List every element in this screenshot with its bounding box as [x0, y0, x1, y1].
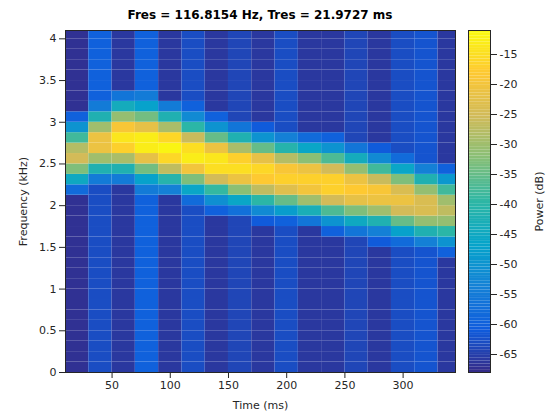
- svg-text:100: 100: [160, 379, 181, 392]
- svg-text:-30: -30: [500, 138, 518, 151]
- svg-text:1.5: 1.5: [39, 241, 57, 254]
- svg-text:-15: -15: [500, 48, 518, 61]
- svg-text:0.5: 0.5: [39, 324, 57, 337]
- svg-text:-40: -40: [500, 198, 518, 211]
- svg-text:2.5: 2.5: [39, 157, 57, 170]
- svg-text:-20: -20: [500, 78, 518, 91]
- svg-text:2: 2: [50, 199, 57, 212]
- svg-text:Power (dB): Power (dB): [533, 172, 546, 232]
- svg-text:250: 250: [334, 379, 355, 392]
- svg-text:1: 1: [50, 283, 57, 296]
- svg-text:-55: -55: [500, 288, 518, 301]
- svg-text:-45: -45: [500, 228, 518, 241]
- html-text:Fres = 116.8154 Hz, Tres = 21.: Fres = 116.8154 Hz, Tres = 21.9727 ms: [127, 8, 393, 22]
- svg-text:4: 4: [50, 32, 57, 45]
- svg-text:150: 150: [218, 379, 239, 392]
- svg-text:-50: -50: [500, 258, 518, 271]
- svg-text:-25: -25: [500, 108, 518, 121]
- svg-text:300: 300: [393, 379, 414, 392]
- svg-text:-65: -65: [500, 348, 518, 361]
- svg-text:Time (ms): Time (ms): [232, 399, 288, 412]
- svg-text:-35: -35: [500, 168, 518, 181]
- svg-text:0: 0: [50, 366, 57, 379]
- svg-text:Frequency (kHz): Frequency (kHz): [17, 157, 30, 246]
- svg-text:3.5: 3.5: [39, 74, 57, 87]
- svg-text:-60: -60: [500, 318, 518, 331]
- svg-text:3: 3: [50, 116, 57, 129]
- svg-text:200: 200: [276, 379, 297, 392]
- svg-text:50: 50: [105, 379, 119, 392]
